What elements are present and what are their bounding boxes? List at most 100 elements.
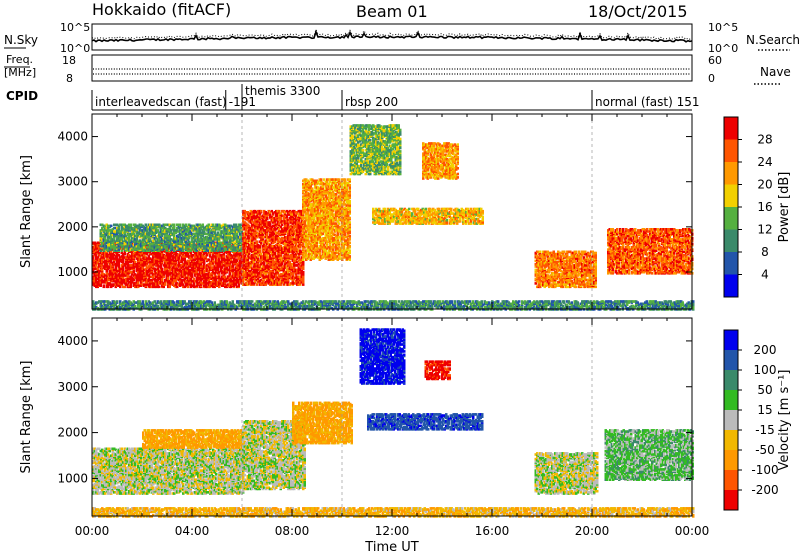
data-cell [122, 269, 125, 273]
data-cell [170, 258, 173, 261]
data-cell [93, 277, 96, 281]
data-cell [207, 258, 210, 261]
data-cell [212, 268, 215, 272]
data-cell [102, 265, 105, 268]
data-cell [111, 248, 114, 251]
data-cell [144, 283, 147, 286]
data-cell [131, 264, 134, 267]
data-cell [213, 265, 216, 268]
data-cell [95, 281, 98, 284]
data-cell [186, 283, 189, 286]
data-cell [122, 255, 125, 258]
data-cell [236, 263, 239, 266]
data-cell [221, 284, 224, 287]
data-cell [147, 269, 150, 273]
data-cell [233, 281, 236, 284]
data-cell [230, 285, 233, 289]
data-cell [126, 263, 129, 266]
data-cell [126, 268, 129, 272]
data-cell [279, 216, 282, 220]
data-cell [110, 277, 113, 281]
data-cell [129, 278, 132, 282]
data-cell [195, 242, 198, 246]
cpid-segment-label: themis 3300 [245, 84, 320, 98]
data-cell [182, 278, 185, 282]
data-cell [174, 247, 177, 250]
nsky-left-tick-bottom: 10^0 [60, 42, 90, 55]
data-cell [110, 275, 113, 278]
data-cell [123, 278, 126, 282]
data-cell [153, 267, 156, 271]
data-cell [132, 256, 135, 259]
data-cell [122, 252, 125, 256]
data-cell [119, 258, 122, 261]
data-cell [111, 255, 114, 258]
data-cell [224, 268, 227, 272]
data-cell [92, 259, 95, 263]
data-cell [228, 274, 231, 277]
data-cell [167, 272, 170, 275]
data-cell [114, 263, 117, 266]
data-cell [156, 229, 159, 232]
data-cell [117, 269, 120, 273]
data-cell [176, 276, 179, 280]
data-cell [207, 274, 210, 277]
data-cell [125, 256, 128, 259]
data-cell [140, 281, 143, 284]
data-cell [147, 279, 150, 283]
data-cell [123, 270, 126, 274]
data-cell [216, 258, 219, 261]
data-cell [204, 251, 207, 255]
data-cell [98, 258, 101, 261]
data-cell [206, 267, 209, 271]
data-cell [123, 285, 126, 289]
data-cell [116, 258, 119, 261]
data-cell [108, 224, 111, 228]
data-cell [189, 268, 192, 272]
data-cell [216, 263, 219, 266]
data-cell [135, 284, 138, 287]
data-cell [107, 258, 110, 261]
data-cell [162, 282, 165, 285]
data-cell [170, 267, 173, 271]
data-cell [99, 237, 102, 240]
data-cell [135, 266, 138, 269]
cpid-segment-label: interleavedscan (fast) [95, 95, 227, 109]
data-cell [116, 263, 119, 266]
data-cell [129, 264, 132, 267]
data-cell [197, 273, 200, 276]
data-cell [96, 241, 99, 245]
data-cell [182, 283, 185, 286]
data-cell [212, 279, 215, 283]
data-cell [198, 266, 201, 269]
data-cell [206, 282, 209, 285]
data-cell [95, 251, 98, 255]
data-cell [123, 256, 126, 259]
data-cell [222, 260, 225, 264]
data-cell [234, 260, 237, 264]
data-cell [143, 256, 146, 259]
data-cell [197, 266, 200, 269]
data-cell [197, 278, 200, 282]
data-cell [269, 213, 272, 216]
data-cell [159, 249, 162, 252]
data-cell [188, 273, 191, 276]
data-cell [197, 268, 200, 272]
data-cell [144, 261, 147, 265]
data-cell [102, 224, 105, 228]
data-cell [111, 283, 114, 286]
data-cell [255, 283, 258, 286]
data-cell [195, 278, 198, 282]
data-cell [125, 261, 128, 265]
data-cell [186, 266, 189, 269]
data-cell [201, 249, 204, 252]
data-cell [132, 249, 135, 252]
data-cell [120, 258, 123, 261]
data-cell [102, 260, 105, 264]
data-cell [101, 256, 104, 259]
data-cell [218, 259, 221, 263]
data-cell [111, 274, 114, 277]
data-cell [128, 284, 131, 287]
data-cell [105, 268, 108, 272]
